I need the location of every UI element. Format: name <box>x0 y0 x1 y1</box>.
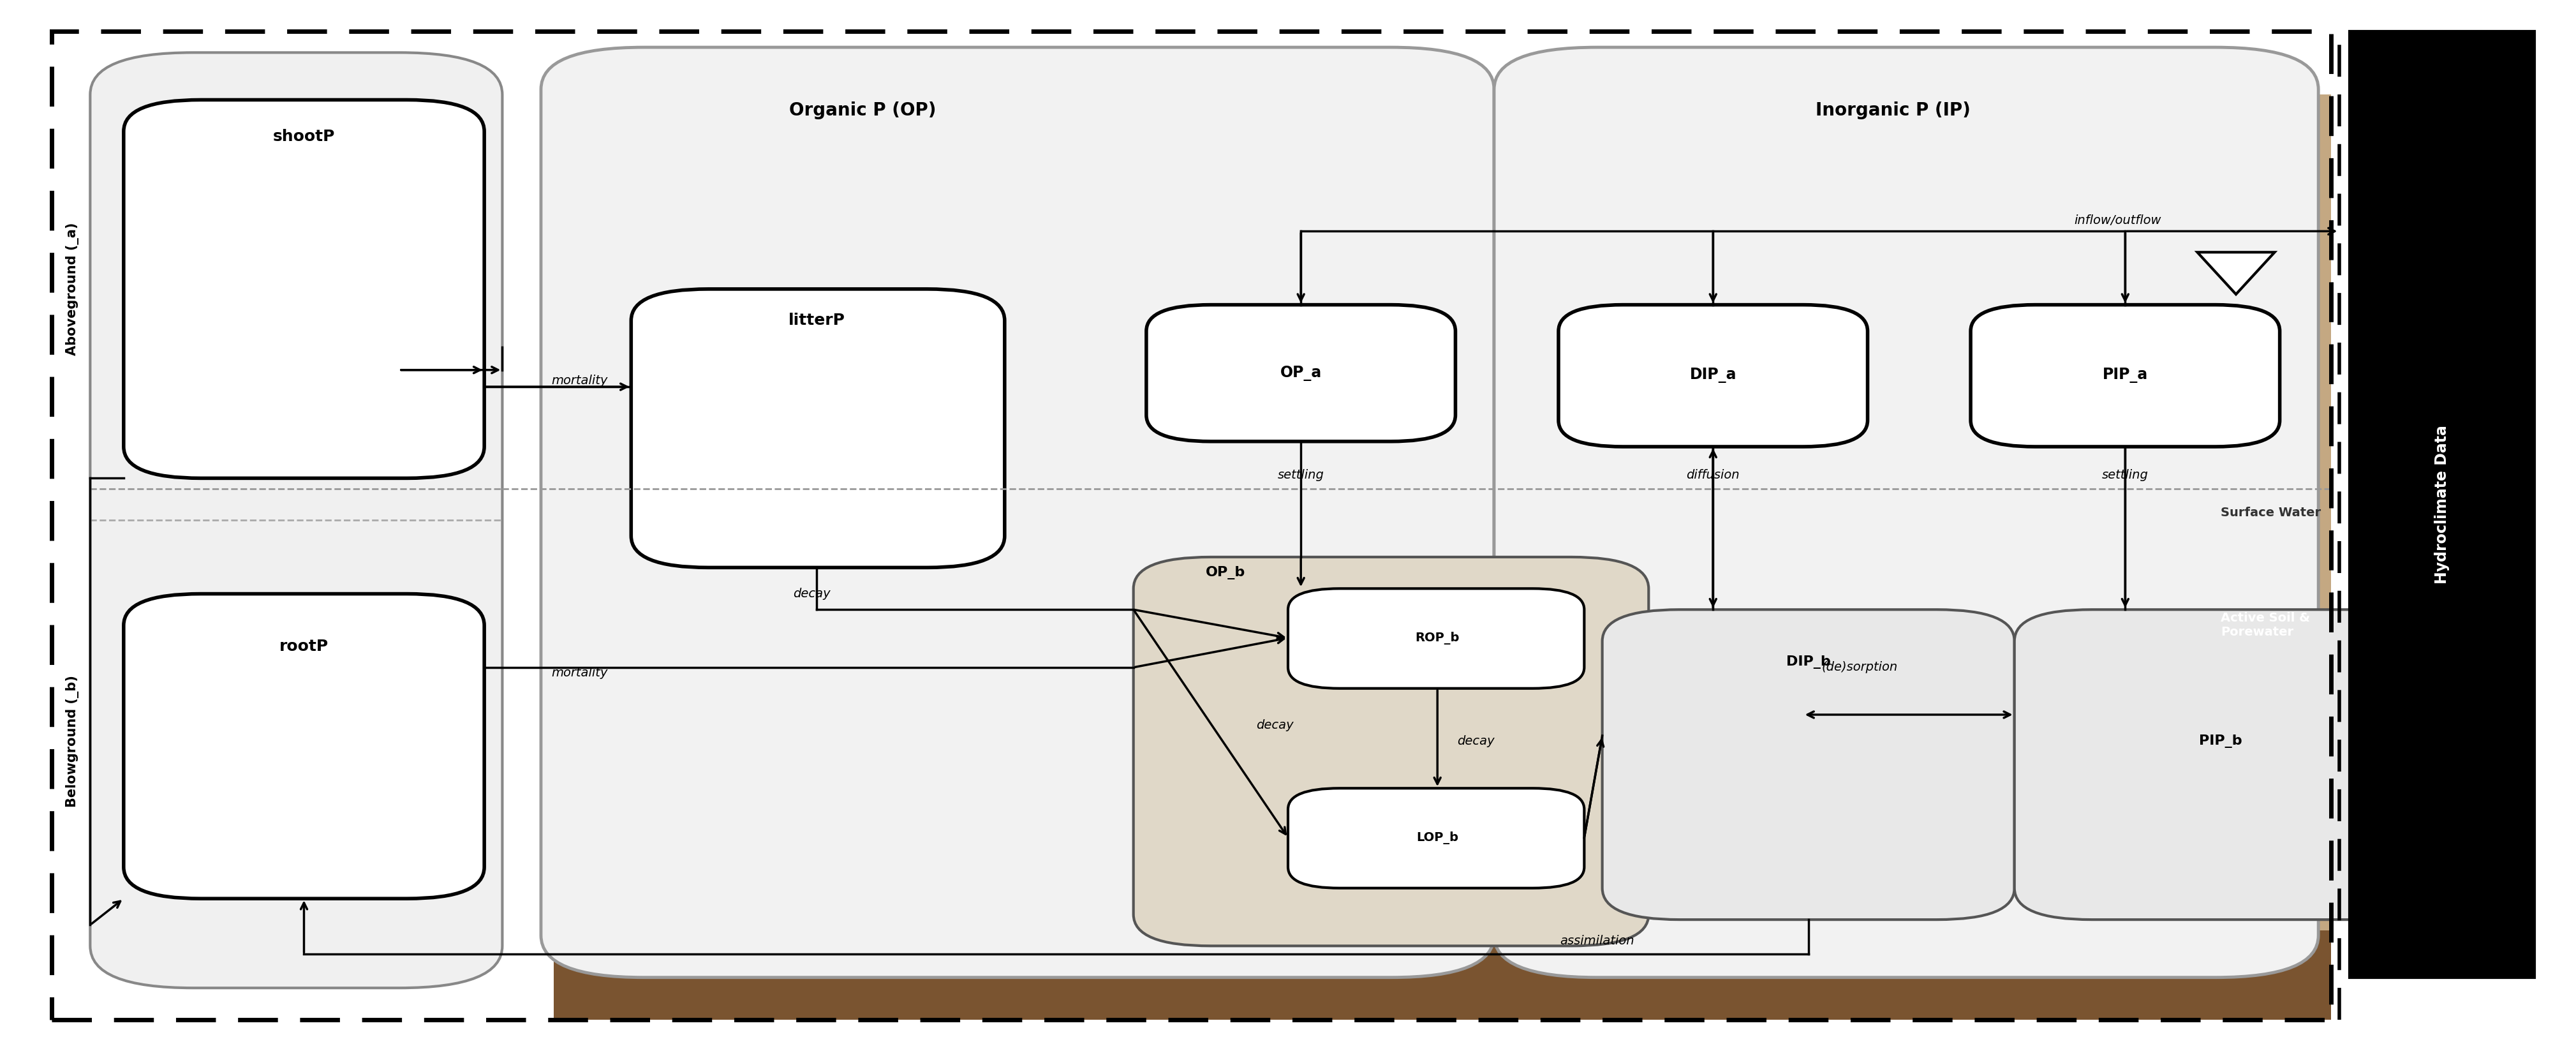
Text: DIP_a: DIP_a <box>1690 368 1736 383</box>
Text: settling: settling <box>1278 469 1324 481</box>
Text: Surface Water: Surface Water <box>2221 507 2321 519</box>
Text: OP_a: OP_a <box>1280 366 1321 380</box>
Text: OP_b: OP_b <box>1206 566 1244 579</box>
FancyBboxPatch shape <box>1133 557 1649 946</box>
FancyBboxPatch shape <box>1558 305 1868 447</box>
Text: PIP_a: PIP_a <box>2102 368 2148 383</box>
FancyBboxPatch shape <box>1146 305 1455 441</box>
Text: Hydroclimate Data: Hydroclimate Data <box>2434 425 2450 584</box>
Bar <box>52 946 2331 1019</box>
Bar <box>52 557 2331 1019</box>
Bar <box>554 95 2331 557</box>
Text: litterP: litterP <box>788 313 845 328</box>
Text: settling: settling <box>2102 469 2148 481</box>
FancyBboxPatch shape <box>1494 47 2318 977</box>
Polygon shape <box>2197 252 2275 294</box>
Text: decay: decay <box>1257 719 1293 731</box>
Text: rootP: rootP <box>278 639 330 654</box>
FancyBboxPatch shape <box>1971 305 2280 447</box>
Bar <box>52 489 2331 557</box>
Text: mortality: mortality <box>551 666 608 679</box>
FancyBboxPatch shape <box>124 594 484 899</box>
Text: (de)sorption: (de)sorption <box>1821 661 1899 674</box>
Bar <box>52 53 2331 489</box>
Bar <box>52 557 2331 946</box>
FancyBboxPatch shape <box>1602 610 2014 920</box>
Text: inflow/outflow: inflow/outflow <box>2074 214 2161 227</box>
Text: ROP_b: ROP_b <box>1414 632 1461 644</box>
FancyBboxPatch shape <box>90 53 502 988</box>
Text: Organic P (OP): Organic P (OP) <box>788 101 938 120</box>
Text: mortality: mortality <box>551 374 608 387</box>
Text: diffusion: diffusion <box>1687 469 1739 481</box>
Text: LOP_b: LOP_b <box>1417 831 1458 844</box>
FancyBboxPatch shape <box>1288 589 1584 688</box>
FancyBboxPatch shape <box>2349 32 2535 977</box>
Text: Aboveground (_a): Aboveground (_a) <box>64 223 80 355</box>
Text: assimilation: assimilation <box>1561 934 1633 947</box>
FancyBboxPatch shape <box>541 47 1494 977</box>
Bar <box>52 32 554 1019</box>
Text: decay: decay <box>793 588 829 600</box>
Text: Active Soil &
Porewater: Active Soil & Porewater <box>2221 613 2311 638</box>
Bar <box>52 930 2331 1019</box>
FancyBboxPatch shape <box>124 100 484 478</box>
Text: shootP: shootP <box>273 129 335 144</box>
FancyBboxPatch shape <box>631 289 1005 568</box>
Text: Inorganic P (IP): Inorganic P (IP) <box>1816 101 1971 120</box>
Text: decay: decay <box>1458 735 1494 747</box>
Text: PIP_b: PIP_b <box>2200 735 2241 747</box>
FancyBboxPatch shape <box>2014 610 2427 920</box>
Text: DIP_b: DIP_b <box>1785 656 1832 668</box>
FancyBboxPatch shape <box>1288 788 1584 888</box>
Text: Belowground (_b): Belowground (_b) <box>64 675 80 807</box>
